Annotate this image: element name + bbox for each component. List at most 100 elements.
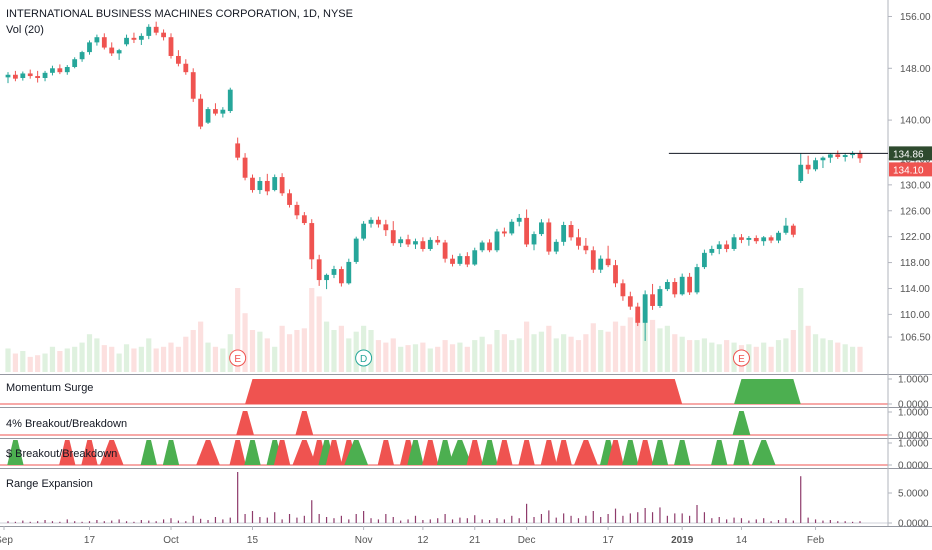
volume-bar [827, 340, 833, 372]
volume-bar [79, 342, 85, 372]
candle-body [346, 261, 352, 284]
volume-bar [131, 348, 137, 372]
breakout-dollar-marker [81, 440, 98, 465]
volume-bar [175, 346, 181, 372]
volume-bar [857, 346, 863, 372]
candle-body [20, 73, 26, 78]
volume-bar [679, 336, 685, 372]
breakout-dollar-marker [436, 440, 454, 465]
breakout-dollar-marker [99, 440, 124, 465]
volume-bar [205, 342, 211, 372]
volume-bar [153, 348, 159, 372]
price-tick-label: 130.00 [900, 180, 931, 191]
volume-bar [146, 338, 152, 372]
candle-body [702, 252, 707, 268]
candle-body [501, 231, 507, 234]
volume-bar [768, 346, 774, 372]
volume-bar [716, 344, 722, 372]
candle-body [724, 244, 730, 249]
volume-bar [323, 321, 330, 372]
price-tick-label: 140.00 [900, 116, 931, 127]
volume-bar [672, 334, 678, 372]
breakout-dollar-marker [574, 440, 598, 465]
volume-bar [242, 313, 248, 372]
volume-bar [524, 321, 530, 372]
price-tick-label: 110.00 [900, 310, 930, 321]
breakout-dollar-marker [607, 440, 624, 465]
breakout-dollar-marker [140, 440, 157, 465]
volume-bar [805, 325, 811, 372]
time-tick-label: 12 [417, 535, 429, 546]
breakout-dollar-marker [325, 440, 343, 465]
volume-bar [783, 338, 789, 372]
breakout-dollar-marker [162, 440, 180, 465]
volume-bar [598, 330, 604, 372]
candle-body [813, 160, 818, 170]
candle-body [161, 32, 166, 38]
breakout4-marker [732, 411, 751, 435]
volume-bar [279, 325, 285, 372]
volume-bar [138, 346, 144, 372]
candle-body [205, 109, 211, 123]
volume-bar [49, 346, 56, 372]
candle-body [835, 154, 841, 158]
price-tick-label: 122.00 [900, 232, 931, 243]
candle-body [635, 306, 641, 323]
volume-bar [301, 328, 307, 372]
volume-bar [35, 355, 41, 372]
candle-body [746, 237, 752, 240]
pane-tick-label: 0.0000 [898, 431, 929, 442]
volume-bar [775, 340, 782, 372]
candle-body [598, 258, 604, 270]
candle-body [820, 157, 826, 161]
candle-body [405, 239, 411, 245]
volume-bar [12, 353, 19, 372]
volume-bar [583, 334, 589, 372]
candle-body [709, 248, 715, 253]
candle-body [442, 242, 448, 259]
candle-body [798, 164, 804, 181]
candle-body [294, 204, 300, 216]
volume-bar [442, 340, 448, 372]
candle-body [516, 217, 522, 222]
candle-body [301, 215, 307, 224]
volume-bar [701, 338, 708, 372]
breakout-dollar-marker [481, 440, 498, 465]
volume-bar [412, 344, 419, 372]
candle-body [324, 274, 329, 281]
volume-bar [405, 345, 411, 372]
event-marker-label: D [360, 354, 367, 365]
candle-body [479, 242, 485, 251]
candle-body [650, 294, 655, 306]
candle-body [664, 282, 670, 290]
candle-body [116, 50, 122, 54]
breakout-dollar-marker [407, 440, 424, 465]
volume-bar [168, 342, 174, 372]
candle-body [50, 68, 55, 73]
volume-bar [123, 344, 130, 372]
candle-body [613, 265, 618, 284]
volume-bar [605, 331, 611, 372]
breakout-dollar-marker [292, 440, 317, 465]
volume-bar [227, 334, 233, 372]
volume-bar [479, 336, 485, 372]
breakout-dollar-marker [733, 440, 750, 465]
price-tick-label: 126.00 [900, 206, 931, 217]
breakout-dollar-marker [344, 440, 369, 465]
candle-body [642, 294, 648, 323]
time-tick-label: Dec [518, 535, 536, 546]
volume-bar [849, 346, 856, 372]
volume-bar [190, 330, 196, 372]
volume-bar [116, 353, 122, 372]
volume-bar [64, 348, 70, 372]
candle-body [390, 230, 396, 244]
candle-body [561, 225, 567, 242]
breakout-dollar-marker [636, 440, 654, 465]
candle-body [242, 157, 248, 178]
candle-body [250, 177, 255, 191]
candle-body [146, 26, 152, 36]
grid-lines [0, 374, 932, 527]
pane-label-momentum: Momentum Surge [6, 382, 94, 394]
candle-body [590, 250, 596, 270]
